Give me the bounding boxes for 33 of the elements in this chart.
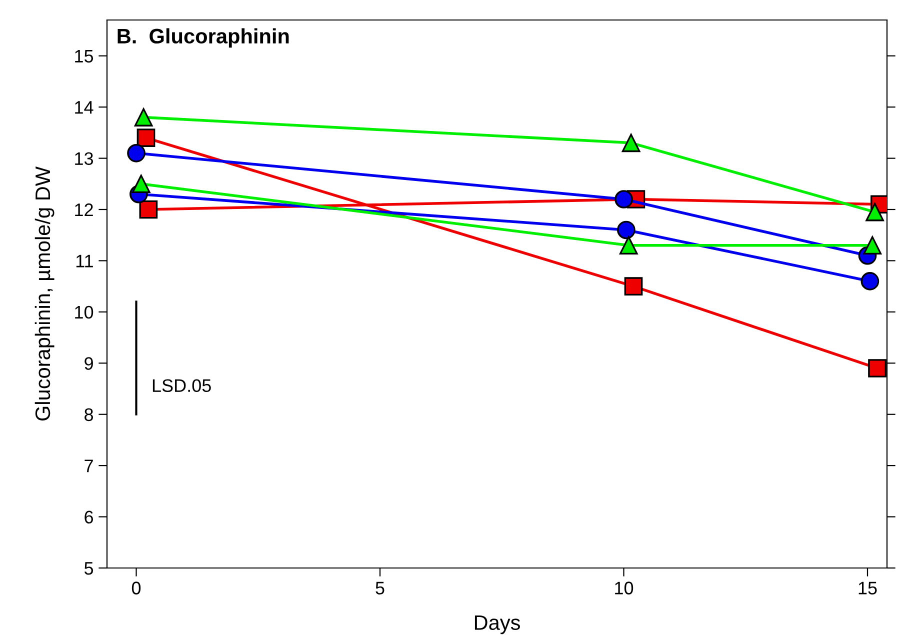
x-tick-label: 0 — [132, 582, 141, 594]
y-tick-label: 15 — [75, 50, 94, 63]
chart-title: B. Glucoraphinin — [118, 28, 289, 48]
x-tick-label: 5 — [376, 582, 384, 594]
y-tick-label: 12 — [75, 203, 93, 216]
point — [614, 190, 633, 208]
point — [132, 174, 150, 194]
point — [619, 236, 638, 255]
y-tick-label: 6 — [84, 510, 94, 524]
point — [139, 200, 158, 219]
y-tick-label: 11 — [76, 254, 93, 268]
point — [134, 108, 153, 126]
x-axis-title: Days — [474, 615, 520, 634]
point — [617, 220, 636, 240]
y-tick-label: 14 — [75, 101, 94, 114]
point — [866, 202, 884, 222]
point — [863, 236, 882, 255]
y-tick-label: 9 — [84, 357, 93, 370]
point — [136, 128, 156, 147]
x-tick-label: 10 — [615, 582, 634, 594]
y-tick-label: 7 — [84, 460, 93, 472]
point — [622, 134, 640, 152]
point — [868, 359, 886, 378]
point — [127, 144, 146, 162]
y-tick-label: 8 — [84, 408, 94, 422]
y-axis-title: Glucoraphinin, µmole/g DW — [34, 166, 54, 421]
y-tick-label: 13 — [75, 152, 94, 165]
annotation: LSD.05 — [152, 379, 211, 392]
y-tick-label: 5 — [84, 562, 94, 575]
x-tick-label: 15 — [858, 582, 877, 594]
y-tick-label: 10 — [75, 306, 94, 319]
point — [860, 272, 880, 290]
point — [624, 277, 643, 296]
